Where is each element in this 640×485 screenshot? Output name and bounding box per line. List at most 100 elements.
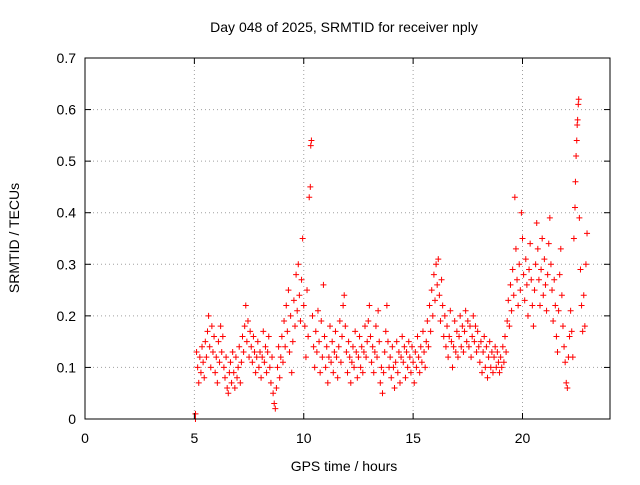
data-point — [351, 364, 358, 371]
data-point — [462, 307, 469, 314]
data-point — [254, 338, 261, 345]
data-point — [307, 183, 314, 190]
data-point — [488, 348, 495, 355]
data-point — [503, 348, 510, 355]
data-point — [384, 338, 391, 345]
data-point — [456, 333, 463, 340]
data-point — [552, 302, 559, 309]
data-point — [400, 359, 407, 366]
data-point — [508, 307, 515, 314]
data-point — [541, 256, 548, 263]
data-point — [422, 364, 429, 371]
data-point — [201, 374, 208, 381]
data-point — [391, 385, 398, 392]
data-point — [497, 354, 504, 361]
data-point — [421, 348, 428, 355]
data-point — [465, 343, 472, 350]
data-point — [250, 333, 257, 340]
data-point — [215, 338, 222, 345]
data-point — [579, 328, 586, 335]
data-point — [532, 261, 539, 268]
data-point — [202, 338, 209, 345]
data-point — [568, 328, 575, 335]
data-point — [313, 348, 320, 355]
data-point — [476, 359, 483, 366]
data-point — [433, 261, 440, 268]
data-point — [357, 364, 364, 371]
data-point — [255, 364, 262, 371]
data-point — [569, 354, 576, 361]
data-point — [482, 364, 489, 371]
data-point — [412, 348, 419, 355]
data-point — [237, 379, 244, 386]
data-point — [251, 348, 258, 355]
data-point — [362, 323, 368, 330]
data-point — [348, 359, 355, 366]
data-point — [495, 359, 502, 366]
data-point — [266, 364, 273, 371]
data-point — [372, 323, 379, 330]
data-point — [496, 369, 503, 376]
data-point — [425, 343, 432, 350]
data-point — [220, 364, 227, 371]
data-point — [297, 318, 304, 325]
x-tick-label: 20 — [515, 430, 531, 446]
data-point — [404, 364, 411, 371]
data-point — [353, 348, 360, 355]
data-point — [374, 354, 381, 361]
data-point — [445, 354, 452, 361]
data-point — [205, 312, 212, 319]
data-point — [200, 359, 207, 366]
data-point — [576, 214, 583, 221]
data-point — [581, 323, 588, 330]
data-point — [458, 343, 465, 350]
data-point — [249, 359, 256, 366]
data-point — [304, 287, 311, 294]
data-point — [547, 261, 554, 268]
data-point — [306, 194, 313, 201]
y-tick-label: 0.2 — [57, 308, 77, 324]
data-point — [346, 354, 353, 361]
data-point — [498, 364, 505, 371]
data-point — [331, 348, 338, 355]
data-point — [544, 271, 551, 278]
data-point — [231, 385, 238, 392]
data-point — [486, 338, 493, 345]
data-point — [580, 292, 587, 299]
data-point — [452, 348, 459, 355]
data-point — [470, 312, 477, 319]
data-point — [298, 276, 305, 283]
data-point — [312, 328, 319, 335]
data-point — [281, 318, 288, 325]
data-point — [574, 122, 581, 129]
data-point — [570, 235, 577, 242]
data-point — [543, 307, 550, 314]
data-point — [293, 271, 300, 278]
data-point — [286, 348, 293, 355]
data-point — [545, 240, 552, 247]
data-point — [448, 338, 455, 345]
data-point — [253, 354, 260, 361]
data-point — [390, 364, 397, 371]
y-axis-label: SRMTID / TECUs — [6, 183, 22, 293]
data-point — [528, 276, 535, 283]
data-point — [316, 338, 323, 345]
data-point — [209, 348, 216, 355]
data-point — [238, 359, 245, 366]
data-point — [575, 96, 582, 103]
data-point — [273, 385, 280, 392]
data-point — [464, 318, 471, 325]
y-tick-label: 0.7 — [57, 50, 77, 66]
data-point — [453, 328, 460, 335]
data-point — [356, 333, 363, 340]
data-point — [472, 323, 479, 330]
data-point — [227, 359, 234, 366]
data-point — [337, 359, 344, 366]
data-point — [538, 266, 545, 273]
data-point — [302, 354, 309, 361]
data-point — [468, 354, 475, 361]
data-point — [340, 302, 347, 309]
data-point — [369, 343, 376, 350]
data-point — [551, 276, 558, 283]
data-point — [264, 348, 271, 355]
